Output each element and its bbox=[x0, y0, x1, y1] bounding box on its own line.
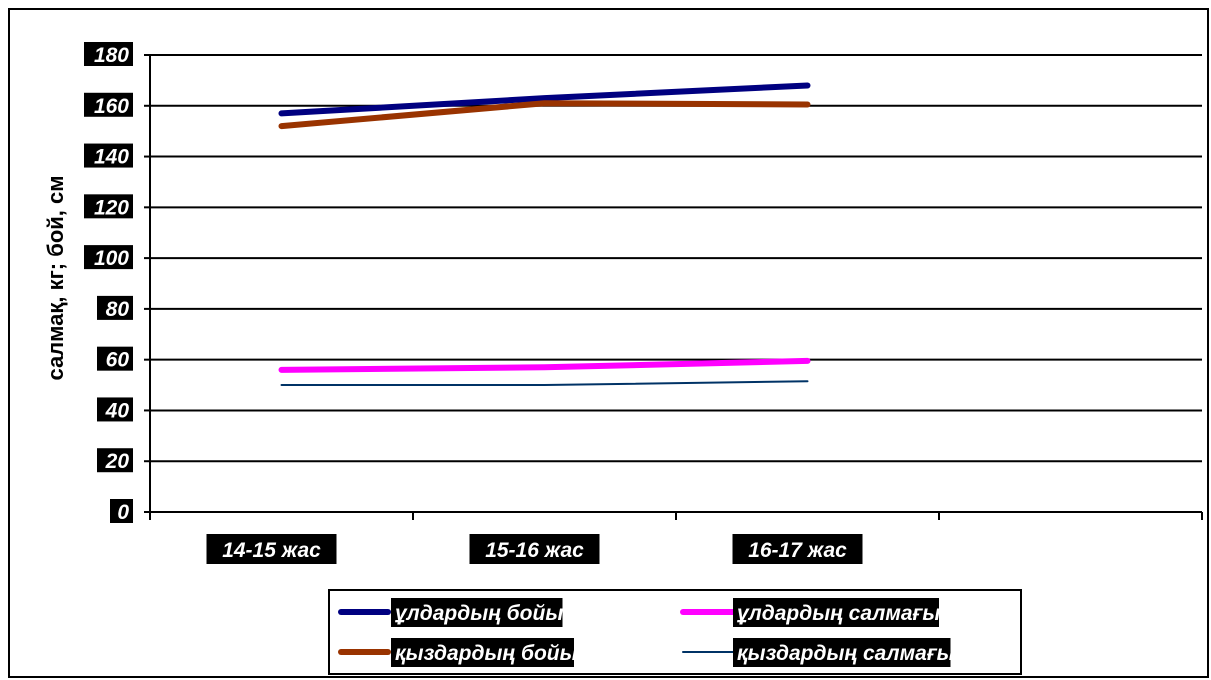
y-tick-label: 60 bbox=[106, 349, 130, 372]
y-tick-label: 120 bbox=[94, 196, 129, 219]
legend-label: ұлдардың салмағы bbox=[737, 602, 940, 625]
legend: ұлдардың бойы ұлдардың салмағы қыздардың б… bbox=[328, 589, 1022, 675]
y-tick-label: 80 bbox=[106, 298, 130, 321]
y-tick-label-bg bbox=[84, 194, 133, 219]
series-line-2 bbox=[278, 357, 811, 373]
x-tick-label-bg bbox=[469, 534, 600, 564]
legend-label-bg bbox=[391, 598, 563, 627]
x-tick-label: 16-17 жас bbox=[748, 539, 847, 562]
y-axis-title: салмақ, кг; бой, см bbox=[43, 175, 68, 380]
y-tick-label: 40 bbox=[105, 399, 130, 422]
series-line-3 bbox=[278, 100, 811, 130]
y-tick-label-bg bbox=[84, 92, 133, 117]
y-tick-label-bg bbox=[97, 397, 133, 422]
legend-label-bg bbox=[733, 598, 939, 627]
y-tick-label-bg bbox=[84, 42, 133, 66]
axes bbox=[144, 54, 1203, 520]
y-tick-label-bg bbox=[84, 245, 133, 270]
y-tick-label-bg bbox=[97, 448, 133, 473]
grid-lines bbox=[150, 54, 1202, 463]
x-tick-label: 14-15 жас bbox=[222, 539, 321, 562]
y-tick-label: 160 bbox=[94, 95, 129, 118]
y-tick-label: 100 bbox=[94, 247, 129, 270]
x-tick-label: 15-16 жас bbox=[485, 539, 584, 562]
legend-label: қыздардың салмағы bbox=[737, 642, 955, 665]
y-tick-label: 140 bbox=[94, 146, 129, 169]
legend-label: ұлдардың бойы bbox=[395, 602, 563, 625]
legend-label-bg bbox=[733, 638, 951, 667]
y-tick-label-bg bbox=[97, 295, 133, 320]
series-line-1 bbox=[278, 82, 811, 117]
legend-label: қыздардың бойы bbox=[395, 642, 578, 665]
y-tick-labels: 0 20 40 60 80 100 120 140 160 180 bbox=[84, 42, 133, 524]
chart-frame bbox=[8, 8, 1209, 678]
legend-label-bg bbox=[391, 638, 574, 667]
y-tick-label: 0 bbox=[117, 501, 129, 524]
x-tick-label-bg bbox=[732, 534, 863, 564]
y-tick-label: 180 bbox=[94, 44, 129, 67]
x-tick-labels: 14-15 жас 15-16 жас 16-17 жас bbox=[206, 534, 863, 564]
y-tick-label-bg bbox=[97, 346, 133, 371]
series-line-4 bbox=[280, 380, 809, 387]
y-tick-label-bg bbox=[84, 143, 133, 168]
series-lines bbox=[278, 82, 811, 387]
x-tick-label-bg bbox=[206, 534, 337, 564]
y-tick-label-bg bbox=[110, 499, 133, 523]
y-tick-label: 20 bbox=[105, 450, 130, 473]
